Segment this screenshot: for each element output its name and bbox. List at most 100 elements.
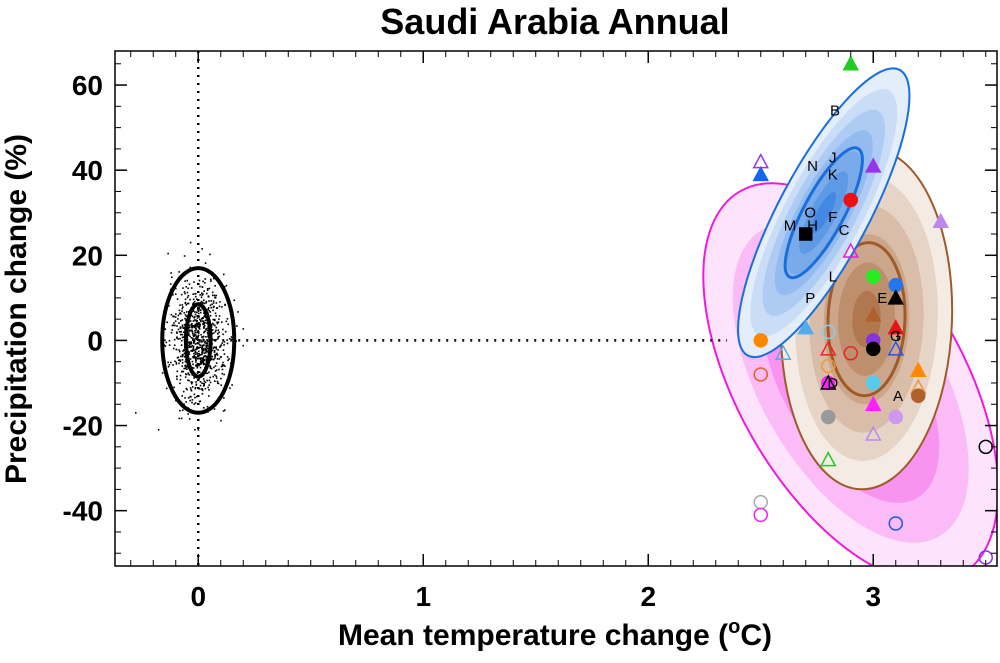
variability-point (192, 324, 195, 327)
variability-point (210, 300, 212, 302)
variability-point (189, 335, 191, 338)
variability-point (187, 397, 190, 399)
variability-point (182, 306, 184, 308)
variability-point (223, 341, 226, 343)
variability-point (191, 401, 193, 404)
variability-point (134, 412, 137, 414)
variability-point (208, 287, 211, 290)
variability-point (167, 365, 170, 368)
variability-point (182, 327, 185, 330)
variability-point (204, 381, 207, 384)
variability-point (202, 323, 204, 326)
variability-point (214, 355, 216, 358)
variability-point (203, 324, 206, 327)
variability-point (171, 329, 174, 331)
variability-point (215, 369, 218, 371)
variability-point (191, 331, 194, 333)
variability-point (225, 320, 228, 323)
variability-point (200, 341, 203, 343)
variability-point (204, 348, 207, 351)
model-letter-P: P (805, 290, 815, 307)
variability-point (187, 341, 190, 344)
variability-point (199, 360, 202, 363)
variability-point (190, 389, 193, 392)
variability-point (200, 292, 203, 295)
variability-point (230, 336, 233, 338)
variability-point (201, 349, 204, 352)
variability-point (208, 309, 211, 312)
variability-point (194, 357, 197, 360)
variability-point (178, 417, 181, 420)
variability-point (187, 287, 189, 290)
variability-point (200, 362, 203, 365)
variability-point (201, 317, 203, 320)
variability-point (185, 286, 188, 288)
variability-point (189, 358, 192, 360)
variability-point (165, 387, 168, 390)
variability-point (194, 293, 197, 295)
variability-point (208, 300, 210, 302)
variability-point (179, 409, 181, 412)
variability-point (167, 252, 169, 255)
variability-point (196, 365, 198, 368)
variability-point (218, 305, 221, 308)
variability-point (204, 282, 206, 284)
variability-point (190, 341, 192, 343)
variability-point (194, 337, 197, 339)
variability-point (181, 307, 184, 310)
variability-point (179, 326, 182, 328)
model-letter-J: J (829, 149, 837, 166)
y-tick-label: 0 (87, 325, 103, 356)
distribution-brown-core-contour (826, 241, 907, 398)
variability-point (178, 359, 181, 361)
variability-point (183, 403, 185, 405)
variability-point (176, 378, 178, 380)
variability-point (226, 339, 228, 341)
variability-point (196, 324, 198, 327)
variability-point (197, 358, 199, 360)
variability-point (227, 359, 229, 362)
variability-point (204, 354, 206, 357)
variability-point (223, 373, 225, 376)
variability-point (200, 353, 202, 356)
variability-point (181, 336, 184, 339)
variability-point (218, 331, 220, 334)
variability-point (177, 314, 180, 317)
variability-point (208, 379, 211, 382)
variability-point (206, 327, 208, 330)
variability-point (188, 333, 190, 336)
variability-point (202, 320, 205, 322)
variability-point (221, 372, 224, 375)
model-marker-triangle (864, 425, 882, 441)
variability-point (206, 372, 209, 375)
variability-point (173, 322, 175, 324)
variability-point (181, 319, 184, 321)
variability-point (189, 320, 192, 322)
variability-point (181, 409, 184, 411)
variability-point (195, 346, 198, 349)
variability-point (212, 332, 215, 334)
variability-point (194, 358, 197, 361)
variability-point (222, 333, 224, 336)
variability-point (206, 351, 209, 353)
variability-point (199, 319, 202, 322)
variability-point (218, 368, 220, 371)
variability-point (203, 384, 206, 387)
model-letter-I: I (896, 328, 900, 345)
variability-point (211, 358, 213, 360)
variability-point (183, 291, 186, 293)
variability-point (205, 345, 207, 347)
variability-point (214, 357, 216, 359)
model-marker-circle (821, 358, 836, 374)
variability-point (194, 329, 196, 332)
variability-point (180, 417, 183, 420)
variability-point (193, 326, 195, 329)
variability-point (219, 345, 222, 347)
variability-point (193, 335, 196, 337)
variability-point (215, 348, 218, 350)
variability-point (177, 328, 180, 331)
variability-point (203, 349, 205, 352)
variability-point (221, 342, 224, 344)
